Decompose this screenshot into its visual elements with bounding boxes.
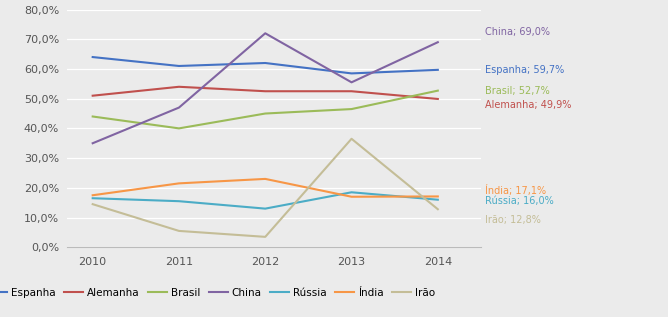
Text: Índia; 17,1%: Índia; 17,1% (485, 185, 546, 196)
Text: Brasil; 52,7%: Brasil; 52,7% (485, 86, 550, 96)
Text: China; 69,0%: China; 69,0% (485, 27, 550, 37)
Legend: Espanha, Alemanha, Brasil, China, Rússia, Índia, Irão: Espanha, Alemanha, Brasil, China, Rússia… (0, 283, 439, 302)
Text: Irão; 12,8%: Irão; 12,8% (485, 215, 541, 225)
Text: Alemanha; 49,9%: Alemanha; 49,9% (485, 100, 572, 110)
Text: Espanha; 59,7%: Espanha; 59,7% (485, 65, 564, 75)
Text: Rússia; 16,0%: Rússia; 16,0% (485, 196, 554, 206)
